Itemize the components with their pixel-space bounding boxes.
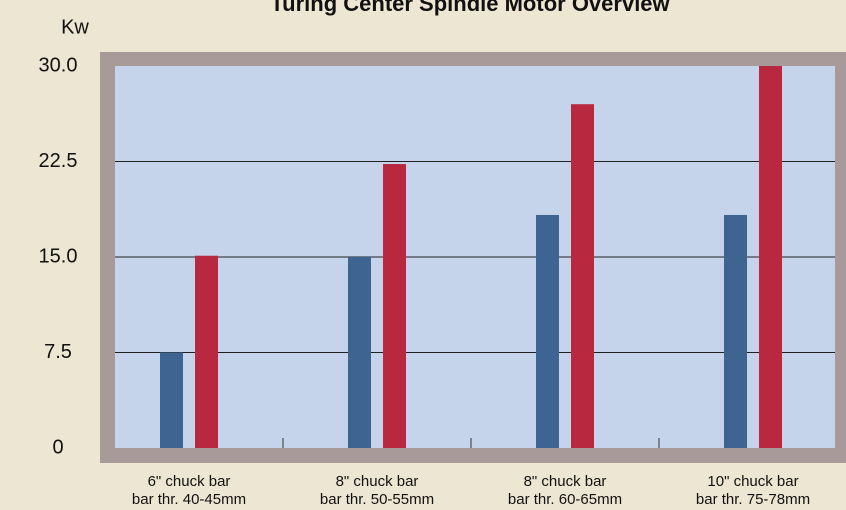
x-tick-label-line: 8" chuck bar	[524, 473, 607, 490]
bar	[724, 214, 747, 448]
x-tick-label-line: 8" chuck bar	[336, 473, 419, 490]
x-tick-label: 8" chuck bar bar thr. 60-65mm	[508, 473, 622, 508]
bar	[195, 255, 218, 448]
bar	[348, 257, 371, 448]
x-tick-label-line: bar thr. 75-78mm	[696, 491, 810, 508]
bar	[160, 352, 183, 448]
x-tick-label-line: bar thr. 50-55mm	[320, 491, 434, 508]
bar	[571, 104, 594, 448]
x-tick-label-line: bar thr. 40-45mm	[132, 491, 246, 508]
x-tick-label: 10" chuck bar bar thr. 75-78mm	[696, 473, 810, 508]
y-tick-label: 0	[52, 436, 63, 458]
y-tick-label: 15.0	[39, 245, 78, 267]
y-axis-label: Kw	[61, 16, 89, 38]
x-tick-label-line: 6" chuck bar	[148, 473, 231, 490]
bar	[383, 164, 406, 448]
x-tick-label: 8" chuck bar bar thr. 50-55mm	[320, 473, 434, 508]
x-tick-label-line: 10" chuck bar	[707, 473, 798, 490]
chart-title: Turing Center Spindle Motor Overview	[270, 0, 670, 16]
y-tick-label: 22.5	[39, 150, 78, 172]
bar	[536, 214, 559, 448]
x-tick-label: 6" chuck bar bar thr. 40-45mm	[132, 473, 246, 508]
x-tick-label-line: bar thr. 60-65mm	[508, 491, 622, 508]
y-tick-label: 7.5	[44, 341, 72, 363]
bar	[759, 66, 782, 448]
y-tick-label: 30.0	[39, 54, 78, 76]
